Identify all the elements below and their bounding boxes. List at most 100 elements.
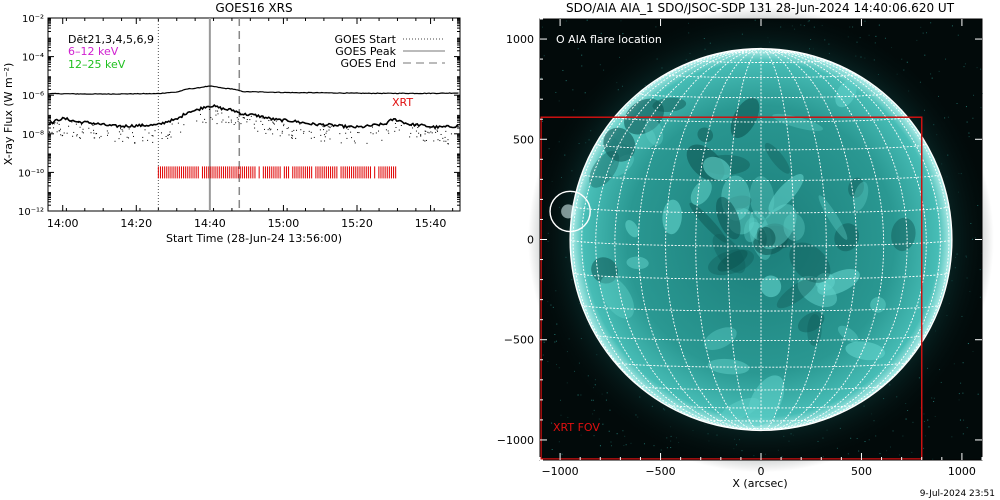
noise-pixel (933, 400, 935, 402)
flux-sample-point (79, 137, 81, 139)
flux-sample-point (273, 123, 275, 125)
flux-sample-point (381, 139, 383, 141)
noise-pixel (972, 351, 974, 353)
latitude-line (573, 272, 949, 280)
noise-pixel (966, 427, 968, 429)
longitude-line (637, 48, 762, 431)
noise-pixel (543, 341, 545, 343)
longitude-line (595, 48, 762, 431)
flux-sample-point (114, 140, 116, 142)
noise-pixel (925, 32, 927, 34)
flux-sample-point (286, 128, 288, 130)
goes-legend: GOES Start GOES Peak GOES End (335, 33, 445, 70)
noise-pixel (927, 419, 929, 421)
flux-sample-point (73, 131, 75, 133)
flux-sample-point (142, 136, 144, 138)
flux-sample-point (228, 116, 230, 118)
active-region (625, 220, 639, 238)
noise-pixel (620, 20, 622, 22)
flux-sample-point (120, 133, 122, 135)
flux-sample-point (237, 118, 239, 120)
flux-sample-point (458, 139, 460, 141)
active-region (600, 275, 635, 319)
flux-sample-point (394, 130, 396, 132)
goes-x-axis-label: Start Time (28-Jun-24 13:56:00) (166, 232, 342, 245)
flux-sample-point (118, 138, 120, 140)
noise-pixel (581, 54, 583, 56)
latitude-line (614, 361, 908, 368)
flux-sample-point (235, 122, 237, 124)
noise-pixel (878, 24, 880, 26)
flux-sample-point (272, 121, 274, 123)
active-region (835, 79, 857, 108)
noise-pixel (931, 397, 933, 399)
flux-sample-point (225, 121, 227, 123)
flux-sample-point (385, 129, 387, 131)
goes-y-tick-label: 10⁻² (22, 14, 44, 25)
noise-pixel (547, 360, 549, 362)
flux-sample-point (322, 125, 324, 127)
flux-sample-point (272, 133, 274, 135)
flux-sample-point (168, 133, 170, 135)
flux-sample-point (418, 132, 420, 134)
noise-pixel (875, 35, 877, 37)
active-region (837, 325, 859, 343)
flux-sample-point (96, 132, 98, 134)
noise-pixel (902, 435, 904, 437)
noise-pixel (660, 449, 662, 451)
flux-sample-point (169, 131, 171, 133)
goes-event-lines (157, 18, 241, 211)
noise-pixel (968, 132, 970, 134)
flux-sample-point (269, 129, 271, 131)
goes-x-tick-label: 15:20 (341, 217, 373, 230)
goes-y-tick-label: 10⁻⁴ (22, 53, 44, 64)
noise-pixel (916, 39, 918, 41)
flux-sample-point (291, 130, 293, 132)
flux-sample-point (270, 128, 272, 130)
aia-x-tick-label: −1000 (541, 465, 578, 478)
flux-sample-point (429, 127, 431, 129)
legend-goes-peak-label: GOES Peak (335, 45, 396, 58)
flux-sample-point (428, 132, 430, 134)
flux-sample-point (417, 127, 419, 129)
solar-disk-features (589, 79, 916, 427)
active-region (749, 176, 775, 220)
flux-sample-point (424, 133, 426, 135)
flux-sample-point (447, 143, 449, 145)
noise-pixel (928, 426, 930, 428)
flux-sample-point (275, 120, 277, 122)
flux-sample-point (351, 137, 353, 139)
flux-sample-point (215, 110, 217, 112)
flux-sample-point (410, 132, 412, 134)
flux-sample-point (132, 132, 134, 134)
noise-pixel (565, 20, 567, 22)
flux-sample-point (133, 135, 135, 137)
goes-x-tick-label: 15:40 (415, 217, 447, 230)
flux-sample-point (82, 128, 84, 130)
flux-sample-point (307, 123, 309, 125)
flux-sample-point (329, 127, 331, 129)
flux-sample-point (68, 125, 70, 127)
flux-sample-point (66, 132, 68, 134)
flux-sample-point (354, 142, 356, 144)
flux-sample-point (375, 132, 377, 134)
solar-limb (569, 47, 953, 432)
noise-pixel (598, 418, 600, 420)
noise-pixel (608, 430, 610, 432)
noise-pixel (912, 421, 914, 423)
noise-pixel (976, 67, 978, 69)
noise-pixel (980, 68, 982, 70)
flux-sample-point (140, 126, 142, 128)
flux-sample-point (320, 140, 322, 142)
flux-sample-point (272, 122, 274, 124)
flux-sample-point (262, 123, 264, 125)
aia-legend-text: O AIA flare location (556, 33, 662, 46)
flux-sample-point (48, 131, 50, 133)
flux-sample-point (51, 131, 53, 133)
longitude-line (727, 48, 762, 431)
flux-sample-point (267, 129, 269, 131)
flux-sample-point (154, 130, 156, 132)
flux-sample-point (310, 131, 312, 133)
flux-sample-point (415, 125, 417, 127)
flux-sample-point (93, 137, 95, 139)
